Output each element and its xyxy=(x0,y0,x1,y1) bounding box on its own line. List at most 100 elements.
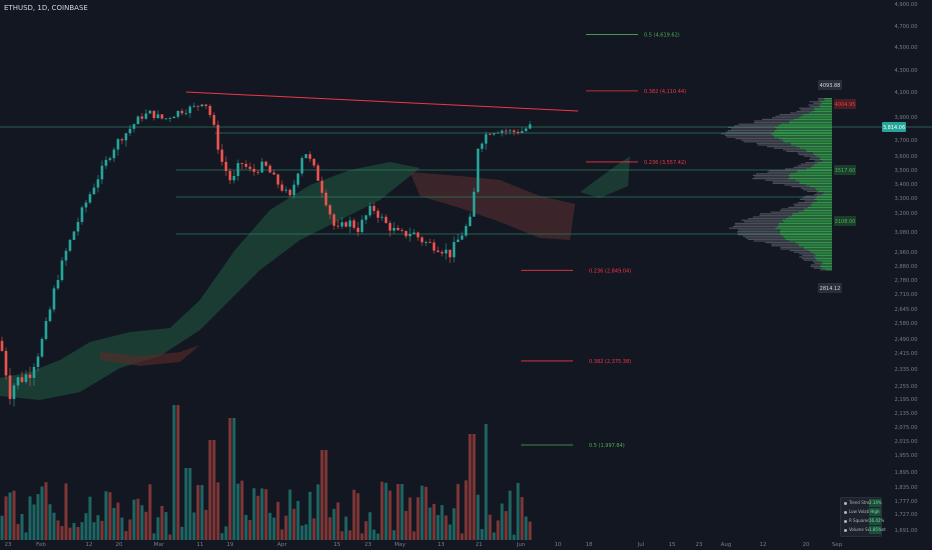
current-price-label-box xyxy=(882,122,906,132)
volume-bar xyxy=(456,483,460,540)
profile-row-buy xyxy=(798,211,832,213)
volume-bars xyxy=(0,405,532,540)
volume-bar xyxy=(460,533,464,540)
y-tick-label: 3,300.00 xyxy=(894,196,917,202)
profile-row-buy xyxy=(825,269,832,271)
volume-bar xyxy=(12,490,16,540)
volume-bar xyxy=(244,514,248,540)
volume-bar xyxy=(292,508,296,540)
cloud-bullish xyxy=(0,162,420,400)
volume-bar xyxy=(472,434,476,540)
profile-row-buy xyxy=(776,128,832,130)
volume-bar xyxy=(92,522,96,540)
x-tick-label: 20 xyxy=(116,542,123,548)
volume-bar xyxy=(372,529,376,540)
profile-row-sell xyxy=(807,190,819,192)
panel-row-volume-sentiment: Volume Sentiment 1.85% xyxy=(841,526,886,534)
candle-body xyxy=(124,133,128,141)
candle-body xyxy=(136,116,140,125)
profile-row-sell xyxy=(810,266,821,268)
volume-bar xyxy=(36,494,40,540)
volume-bar xyxy=(184,468,188,540)
candle-body xyxy=(476,148,480,192)
profile-row-sell xyxy=(797,202,814,204)
candle-body xyxy=(52,288,56,310)
volume-bar xyxy=(344,516,348,540)
volume-bar xyxy=(320,450,324,540)
candle-body xyxy=(28,374,32,378)
time-axis[interactable]: 23 Feb 12 20 Mar 11 19 Apr 15 23 May 13 21 Jun 10 18 Jul… xyxy=(5,542,843,548)
profile-row-sell xyxy=(721,133,771,135)
volume-bar xyxy=(264,489,268,540)
volume-sentiment-icon xyxy=(844,528,847,532)
candle-body xyxy=(344,222,348,227)
candle-body xyxy=(192,105,196,107)
candle-body xyxy=(312,158,316,166)
profile-row-buy xyxy=(822,160,832,162)
price-axis[interactable]: 4,900.00 4,700.00 4,500.00 4,300.00 4,100.00… xyxy=(894,2,917,534)
cloud-bearish xyxy=(410,172,575,240)
fib-label: 0.236 (3,557.42) xyxy=(644,160,686,166)
candle-body xyxy=(88,194,92,203)
profile-row-sell xyxy=(734,125,779,127)
volume-bar xyxy=(524,516,528,540)
profile-row-buy xyxy=(797,170,832,172)
profile-row-sell xyxy=(725,131,774,133)
candle-body xyxy=(216,124,220,150)
profile-row-buy xyxy=(821,261,832,263)
volume-bar xyxy=(380,481,384,540)
trendline xyxy=(185,91,579,112)
candle-body xyxy=(256,171,260,173)
volume-bar xyxy=(120,517,124,540)
profile-row-sell xyxy=(752,178,789,180)
profile-row-sell xyxy=(797,152,814,154)
profile-row-sell xyxy=(759,214,793,216)
candle-body xyxy=(92,187,96,195)
candle-body xyxy=(96,179,100,188)
candle-body xyxy=(104,159,108,166)
volume-bar xyxy=(116,502,120,540)
panel-row-volatility: Low Volatility High xyxy=(841,508,881,516)
candle-body xyxy=(76,221,80,232)
profile-row-buy xyxy=(803,210,832,212)
profile-row-sell xyxy=(752,174,789,176)
volume-bar xyxy=(444,515,448,540)
volume-bar xyxy=(512,534,516,540)
volume-bar xyxy=(176,405,180,540)
candle-body xyxy=(68,239,72,251)
volume-bar xyxy=(476,494,480,540)
profile-row-sell xyxy=(754,120,790,122)
profile-row-buy xyxy=(819,101,832,103)
candle-body xyxy=(324,192,328,206)
profile-row-sell xyxy=(788,206,808,208)
candle-body xyxy=(360,219,364,233)
volume-bar xyxy=(332,508,336,540)
volume-bar xyxy=(428,507,432,540)
candle-body xyxy=(292,184,296,196)
volume-bar xyxy=(388,490,392,540)
profile-row-sell xyxy=(737,232,781,234)
volume-bar xyxy=(424,486,428,540)
profile-row-sell xyxy=(804,200,817,202)
candle-body xyxy=(264,161,268,166)
profile-row-sell xyxy=(798,154,814,156)
price-labels: 4093.88 4004.95 3517.60 3108.00 2814.12 3,814… xyxy=(818,80,906,293)
volume-bar xyxy=(464,480,468,540)
candle-body xyxy=(32,366,36,378)
candle-body xyxy=(416,232,420,238)
volume-bar xyxy=(276,501,280,540)
profile-row-sell xyxy=(726,136,774,138)
profile-row-buy xyxy=(822,262,832,264)
profile-row-sell xyxy=(801,258,816,260)
y-tick-label: 4,500.00 xyxy=(894,45,917,51)
trend-icon xyxy=(844,501,847,505)
profile-row-sell xyxy=(813,194,823,196)
y-tick-label: 1,777.00 xyxy=(894,499,917,505)
volume-bar xyxy=(144,511,148,540)
x-tick-label: 13 xyxy=(438,542,445,548)
profile-row-buy xyxy=(792,214,832,216)
volume-bar xyxy=(60,526,64,540)
volume-profile xyxy=(721,98,832,271)
volume-bar xyxy=(100,520,104,540)
